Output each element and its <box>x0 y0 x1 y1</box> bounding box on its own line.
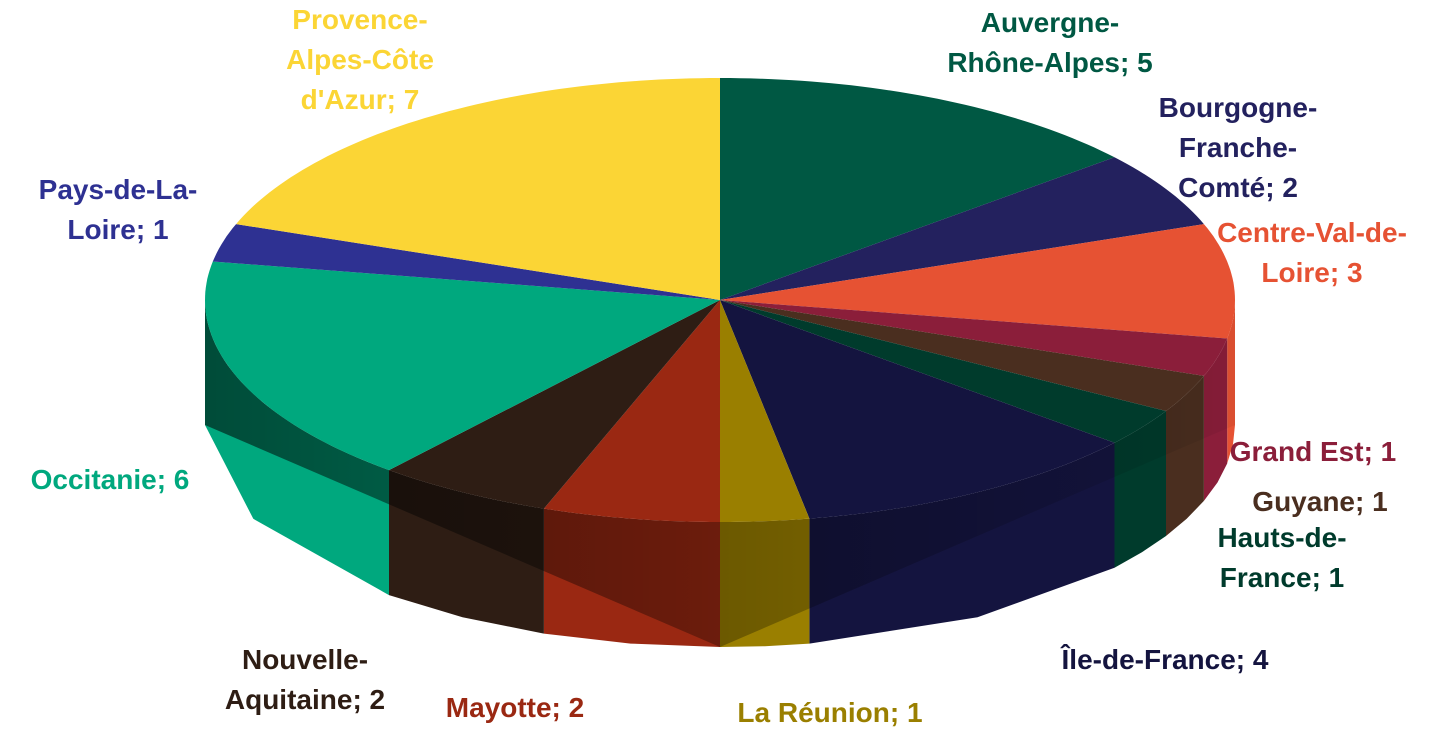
label-value: 1 <box>1380 436 1397 467</box>
label-category: Nouvelle-Aquitaine <box>224 644 369 715</box>
data-label: Auvergne-Rhône-Alpes; 5 <box>938 3 1163 83</box>
label-separator: ; <box>1311 562 1329 593</box>
label-value: 7 <box>403 84 420 115</box>
label-value: 4 <box>1252 644 1269 675</box>
label-value: 3 <box>1347 257 1363 288</box>
label-category: Hauts-de-France <box>1217 522 1347 593</box>
label-category: Provence-Alpes-Côte d'Azur <box>286 4 434 115</box>
label-separator: ; <box>1235 644 1253 675</box>
slice <box>205 261 720 471</box>
data-label: Hauts-de-France; 1 <box>1192 518 1372 598</box>
data-label: Centre-Val-de-Loire; 3 <box>1192 213 1432 293</box>
label-value: 2 <box>568 692 585 723</box>
data-label: Mayotte; 2 <box>400 688 630 728</box>
label-value: 1 <box>1372 486 1388 517</box>
label-separator: ; <box>1363 436 1381 467</box>
label-category: Grand Est <box>1229 436 1364 467</box>
label-separator: ; <box>135 214 153 245</box>
data-label: Bourgogne-Franche-Comté; 2 <box>1153 88 1323 208</box>
slice <box>720 300 1204 411</box>
label-separator: ; <box>386 84 404 115</box>
data-label: Nouvelle-Aquitaine; 2 <box>205 640 405 720</box>
slice <box>720 157 1204 300</box>
side-shade <box>205 300 1235 647</box>
slice <box>236 78 720 300</box>
label-category: La Réunion <box>737 697 890 728</box>
label-value: 6 <box>173 464 190 495</box>
data-label: Provence-Alpes-Côte d'Azur; 7 <box>265 0 455 120</box>
slice <box>389 300 720 509</box>
label-value: 2 <box>369 684 386 715</box>
data-label: Grand Est; 1 <box>1183 432 1435 472</box>
data-label: Île-de-France; 4 <box>1025 640 1305 680</box>
label-separator: ; <box>156 464 174 495</box>
label-category: Bourgogne-Franche-Comté <box>1158 92 1318 203</box>
data-label: Pays-de-La-Loire; 1 <box>18 170 218 250</box>
label-separator: ; <box>551 692 569 723</box>
label-value: 1 <box>906 697 923 728</box>
slice <box>720 300 810 522</box>
label-separator: ; <box>1265 172 1283 203</box>
label-category: Auvergne-Rhône-Alpes <box>947 7 1120 78</box>
slice <box>543 300 720 522</box>
label-category: Centre-Val-de-Loire <box>1217 217 1407 288</box>
label-separator: ; <box>1355 486 1373 517</box>
slice <box>720 224 1235 339</box>
label-value: 5 <box>1137 47 1153 78</box>
label-category: Île-de-France <box>1061 644 1236 675</box>
slice <box>720 300 1228 376</box>
data-label: Guyane; 1 <box>1210 482 1430 522</box>
label-separator: ; <box>1120 47 1138 78</box>
slice <box>720 300 1166 443</box>
slice <box>720 300 1115 519</box>
data-label: Occitanie; 6 <box>0 460 220 500</box>
label-separator: ; <box>1329 257 1347 288</box>
label-category: Pays-de-La-Loire <box>38 174 198 245</box>
label-category: Mayotte <box>445 692 552 723</box>
data-label: La Réunion; 1 <box>690 693 970 731</box>
slice <box>212 224 721 300</box>
label-category: Guyane <box>1252 486 1355 517</box>
label-value: 2 <box>1282 172 1298 203</box>
label-category: Occitanie <box>30 464 157 495</box>
slice <box>720 78 1115 300</box>
label-value: 1 <box>153 214 169 245</box>
label-separator: ; <box>352 684 370 715</box>
label-value: 1 <box>1328 562 1345 593</box>
label-separator: ; <box>889 697 907 728</box>
